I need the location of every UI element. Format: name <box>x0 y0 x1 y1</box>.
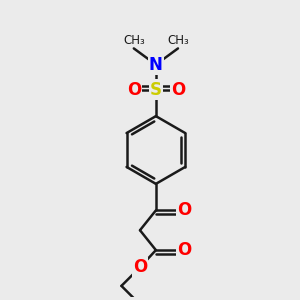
Text: CH₃: CH₃ <box>167 34 189 47</box>
Text: N: N <box>149 56 163 74</box>
Text: O: O <box>127 81 141 99</box>
Text: S: S <box>150 81 162 99</box>
Text: CH₃: CH₃ <box>123 34 145 47</box>
Text: O: O <box>177 201 191 219</box>
Text: O: O <box>133 258 147 276</box>
Text: O: O <box>171 81 185 99</box>
Text: O: O <box>177 241 191 259</box>
